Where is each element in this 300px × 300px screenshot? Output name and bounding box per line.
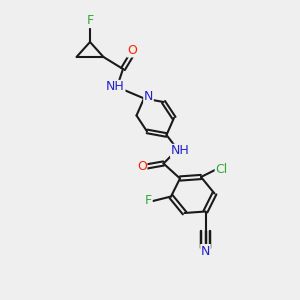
Text: NH: NH (171, 144, 189, 158)
Text: N: N (144, 90, 153, 104)
Text: Cl: Cl (215, 163, 227, 176)
Text: NH: NH (106, 80, 125, 94)
Text: O: O (137, 160, 147, 173)
Text: O: O (127, 44, 137, 57)
Text: N: N (201, 244, 210, 258)
Text: F: F (86, 14, 94, 28)
Text: F: F (145, 194, 152, 208)
